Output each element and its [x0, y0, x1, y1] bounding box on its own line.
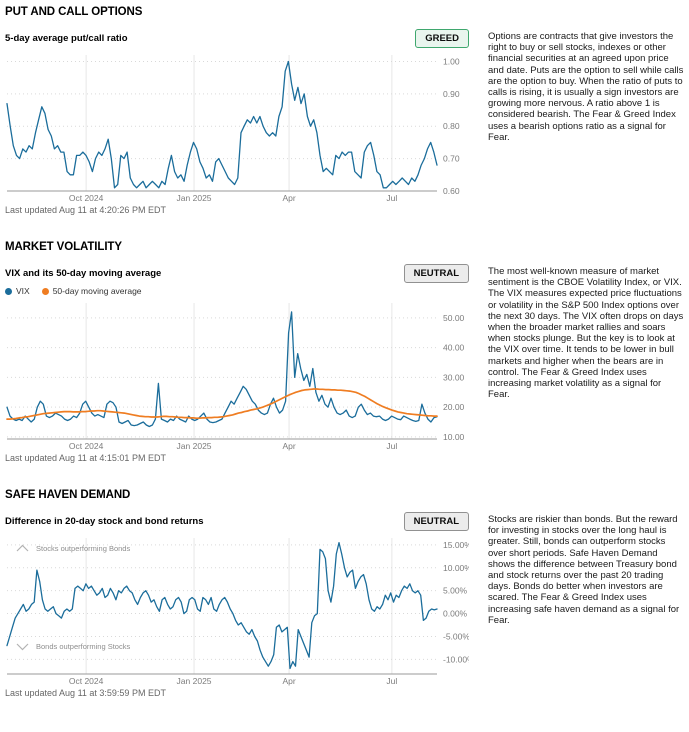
svg-text:-5.00%: -5.00% — [443, 631, 469, 641]
safe-haven-chart-panel: Difference in 20-day stock and bond retu… — [5, 512, 469, 698]
svg-text:0.90: 0.90 — [443, 89, 460, 99]
svg-text:5.00%: 5.00% — [443, 586, 468, 596]
last-updated-text: Last updated Aug 11 at 3:59:59 PM EDT — [5, 688, 166, 698]
chart-subtitle: Difference in 20-day stock and bond retu… — [5, 516, 204, 527]
section-description: Options are contracts that give investor… — [488, 31, 684, 143]
chevron-down-icon — [16, 643, 29, 651]
svg-text:Bonds outperforming Stocks: Bonds outperforming Stocks — [36, 642, 130, 651]
svg-text:0.70: 0.70 — [443, 154, 460, 164]
svg-text:Oct 2024: Oct 2024 — [69, 441, 104, 451]
svg-text:10.00%: 10.00% — [443, 563, 469, 573]
svg-text:0.80: 0.80 — [443, 121, 460, 131]
sentiment-badge-neutral: NEUTRAL — [403, 512, 469, 531]
put-call-ratio-chart: 1.00 0.90 0.80 0.70 0.60 Oct 2024 Jan 2025 Apr J… — [6, 55, 460, 203]
svg-text:Oct 2024: Oct 2024 — [69, 193, 104, 203]
section-safe-haven-demand: SAFE HAVEN DEMAND Difference in 20-day s… — [5, 489, 685, 698]
svg-text:15.00%: 15.00% — [443, 540, 469, 550]
last-updated-text: Last updated Aug 11 at 4:15:01 PM EDT — [5, 453, 166, 463]
svg-text:20.00: 20.00 — [443, 402, 465, 412]
svg-text:Jul: Jul — [386, 193, 397, 203]
section-title: MARKET VOLATILITY — [5, 241, 122, 253]
section-description: The most well-known measure of market se… — [488, 266, 684, 401]
svg-text:Apr: Apr — [282, 193, 295, 203]
section-title: PUT AND CALL OPTIONS — [5, 6, 143, 18]
chart-legend: VIX 50-day moving average — [5, 286, 161, 296]
sentiment-badge-greed: GREED — [415, 29, 469, 48]
svg-text:Oct 2024: Oct 2024 — [69, 676, 104, 686]
chart-subtitle: VIX and its 50-day moving average — [5, 268, 162, 279]
chevron-up-icon — [16, 544, 29, 552]
vix-chart: 50.00 40.00 30.00 20.00 10.00 Oct 2024 Jan 202… — [6, 303, 465, 451]
stock-bond-returns-chart: 15.00% 10.00% 5.00% 0.00% -5.00% -10.00% Oct 2… — [6, 538, 469, 686]
svg-text:0.00%: 0.00% — [443, 609, 468, 619]
svg-text:Apr: Apr — [282, 676, 295, 686]
legend-dot-icon — [41, 287, 49, 295]
section-put-call-options: PUT AND CALL OPTIONS 5-day average put/c… — [5, 6, 685, 215]
put-call-chart-panel: 5-day average put/call ratio GREED 1.00 0… — [5, 29, 469, 215]
legend-item: 50-day moving average — [41, 286, 142, 296]
volatility-chart-panel: VIX and its 50-day moving average VIX 50-… — [5, 264, 469, 463]
svg-text:Jan 2025: Jan 2025 — [177, 441, 212, 451]
svg-text:Apr: Apr — [282, 441, 295, 451]
svg-text:-10.00%: -10.00% — [443, 654, 469, 664]
section-market-volatility: MARKET VOLATILITY VIX and its 50-day mov… — [5, 241, 685, 463]
svg-text:Jul: Jul — [386, 441, 397, 451]
svg-text:50.00: 50.00 — [443, 313, 465, 323]
svg-text:40.00: 40.00 — [443, 343, 465, 353]
sentiment-badge-neutral: NEUTRAL — [403, 264, 469, 283]
svg-text:Stocks outperforming Bonds: Stocks outperforming Bonds — [36, 544, 130, 553]
chart-subtitle: 5-day average put/call ratio — [5, 33, 128, 44]
legend-dot-icon — [5, 287, 12, 295]
fear-greed-indicators-page: PUT AND CALL OPTIONS 5-day average put/c… — [5, 6, 685, 698]
legend-item: VIX — [5, 286, 30, 296]
svg-text:Jan 2025: Jan 2025 — [177, 676, 212, 686]
svg-text:Jan 2025: Jan 2025 — [177, 193, 212, 203]
svg-text:10.00: 10.00 — [443, 432, 465, 442]
svg-text:30.00: 30.00 — [443, 372, 465, 382]
svg-text:Jul: Jul — [386, 676, 397, 686]
svg-text:1.00: 1.00 — [443, 56, 460, 66]
section-description: Stocks are riskier than bonds. But the r… — [488, 514, 680, 626]
svg-text:0.60: 0.60 — [443, 186, 460, 196]
section-title: SAFE HAVEN DEMAND — [5, 489, 131, 501]
last-updated-text: Last updated Aug 11 at 4:20:26 PM EDT — [5, 205, 166, 215]
